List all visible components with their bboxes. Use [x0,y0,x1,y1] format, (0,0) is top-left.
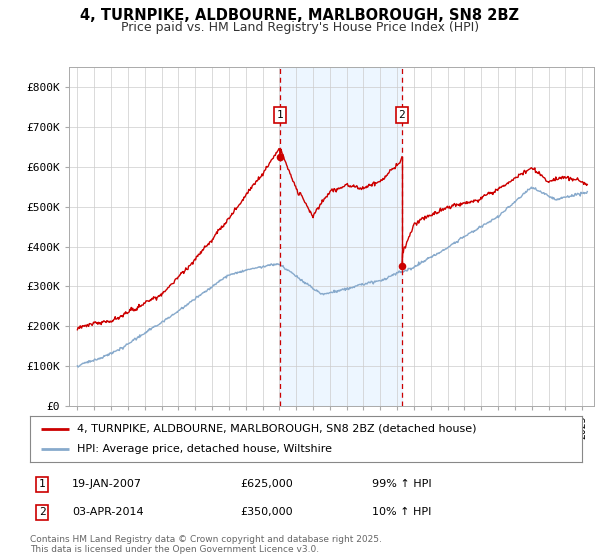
Text: 99% ↑ HPI: 99% ↑ HPI [372,479,431,489]
Text: 4, TURNPIKE, ALDBOURNE, MARLBOROUGH, SN8 2BZ (detached house): 4, TURNPIKE, ALDBOURNE, MARLBOROUGH, SN8… [77,424,476,434]
Point [275,152,285,161]
Text: £350,000: £350,000 [240,507,293,517]
Text: Contains HM Land Registry data © Crown copyright and database right 2025.
This d: Contains HM Land Registry data © Crown c… [30,535,382,554]
Text: Price paid vs. HM Land Registry's House Price Index (HPI): Price paid vs. HM Land Registry's House … [121,21,479,34]
Text: £625,000: £625,000 [240,479,293,489]
Text: 19-JAN-2007: 19-JAN-2007 [72,479,142,489]
Point [397,262,407,271]
Text: HPI: Average price, detached house, Wiltshire: HPI: Average price, detached house, Wilt… [77,444,332,454]
Text: 4, TURNPIKE, ALDBOURNE, MARLBOROUGH, SN8 2BZ: 4, TURNPIKE, ALDBOURNE, MARLBOROUGH, SN8… [80,8,520,24]
Text: 2: 2 [38,507,46,517]
Text: 1: 1 [38,479,46,489]
Bar [280,67,401,406]
Text: 10% ↑ HPI: 10% ↑ HPI [372,507,431,517]
Text: 1: 1 [277,110,284,120]
Text: 2: 2 [398,110,405,120]
Text: 03-APR-2014: 03-APR-2014 [72,507,143,517]
